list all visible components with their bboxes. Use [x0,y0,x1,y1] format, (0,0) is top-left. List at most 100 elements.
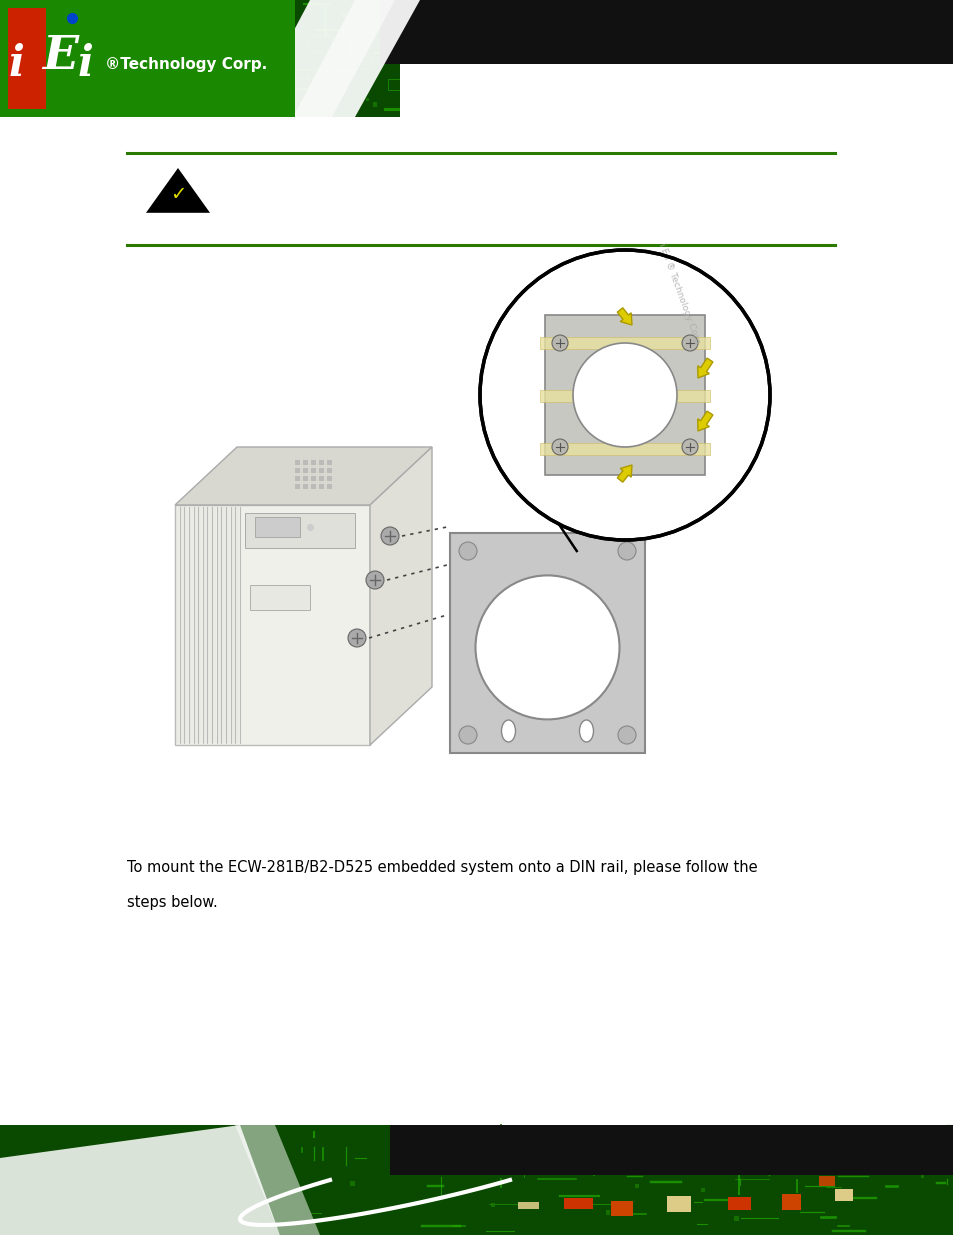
Bar [515,31,519,36]
Circle shape [348,629,366,647]
Bar [277,93,282,98]
Bar [294,69,325,78]
Bar [610,1202,633,1215]
Bar [678,1126,682,1131]
Text: i E i ® Technology Corp.: i E i ® Technology Corp. [657,242,702,348]
Bar [544,315,704,475]
Bar [164,17,167,20]
Bar [666,90,672,96]
Bar [635,1184,639,1188]
Polygon shape [293,0,395,117]
Bar [855,70,858,72]
Circle shape [681,335,698,351]
Bar [796,1134,800,1137]
FancyArrow shape [617,308,631,325]
Bar [513,72,517,77]
Bar [920,1174,923,1178]
Bar [71,0,78,6]
Bar [727,1197,750,1209]
Bar [923,1135,927,1140]
Bar [882,47,887,53]
Bar [678,1158,692,1165]
Bar [482,1161,486,1163]
Bar [174,505,370,745]
Bar [756,57,760,61]
Bar [492,100,497,105]
Bar [662,65,664,68]
Bar [917,99,920,101]
Bar [8,7,46,109]
Bar [294,475,299,480]
Circle shape [380,527,398,545]
FancyArrow shape [697,411,712,431]
Text: i: i [9,43,25,85]
Polygon shape [146,168,210,212]
Bar [732,23,736,27]
Bar [318,459,324,466]
Bar [318,468,324,473]
Bar [245,513,355,548]
Bar [871,42,873,44]
Bar [585,115,587,117]
Bar [779,1158,798,1170]
Bar [373,103,376,106]
Bar [311,475,315,480]
Bar [781,1194,800,1210]
Bar [308,35,332,52]
Bar [311,484,315,489]
Bar [353,56,372,69]
Bar [151,62,155,67]
Bar [734,1215,739,1220]
Bar [232,508,234,743]
Bar [379,0,953,64]
Text: ✓: ✓ [170,185,186,205]
Bar [539,9,543,12]
Circle shape [681,438,698,454]
Bar [0,0,953,117]
Polygon shape [234,1125,319,1235]
Bar [209,508,212,743]
Bar [498,1149,522,1162]
Bar [549,2,553,6]
Bar [294,484,299,489]
Bar [175,508,179,743]
Polygon shape [174,447,432,505]
Bar [327,475,332,480]
Bar [605,1210,610,1215]
Bar [667,1155,671,1158]
Bar [0,0,294,117]
Bar [95,77,98,79]
Bar [303,484,308,489]
Bar [311,459,315,466]
Bar [250,585,310,610]
Bar [213,508,216,743]
Bar [327,468,332,473]
Polygon shape [0,1125,280,1235]
Bar [390,1125,953,1174]
Bar [388,79,419,90]
Bar [190,508,193,743]
Bar [254,517,299,537]
Bar [224,36,229,41]
Bar [180,508,184,743]
Bar [365,98,369,101]
Circle shape [366,571,384,589]
Bar [321,43,323,46]
Bar [578,78,604,86]
Bar [818,1176,835,1186]
Bar [546,1165,551,1168]
Bar [303,475,308,480]
Circle shape [458,726,476,743]
Bar [350,1181,355,1186]
Bar [236,508,239,743]
Bar [795,79,799,83]
Bar [662,80,666,84]
Bar [539,337,709,350]
Bar [765,1160,769,1163]
Bar [303,459,308,466]
Circle shape [458,542,476,559]
Bar [517,1202,538,1209]
Bar [341,12,345,17]
Bar [318,475,324,480]
Circle shape [618,542,636,559]
